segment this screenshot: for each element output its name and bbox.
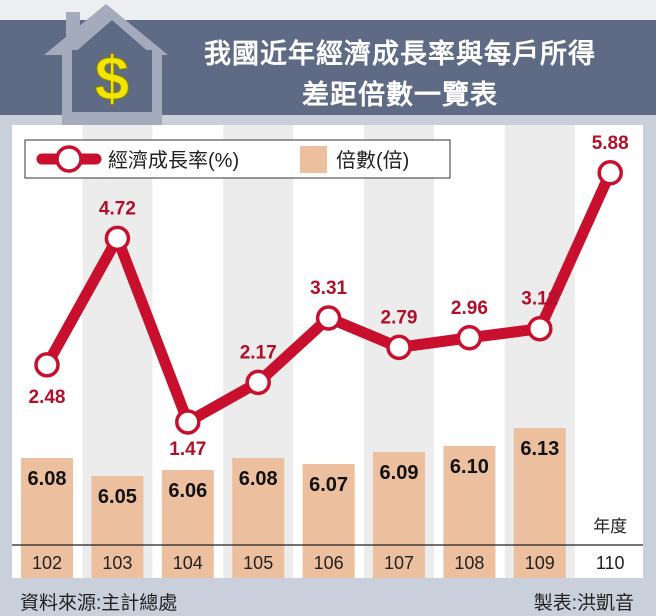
chart-title-line1: 我國近年經濟成長率與每戶所得: [204, 39, 596, 69]
growth-label: 4.72: [99, 198, 136, 219]
bar-label: 6.05: [98, 486, 137, 508]
bar-106: [302, 464, 355, 578]
growth-label: 2.17: [240, 342, 277, 363]
bar-109: [513, 428, 566, 578]
bar-label: 6.06: [168, 480, 207, 502]
growth-point-107: [386, 334, 412, 361]
x-tick-label: 103: [102, 553, 132, 573]
bar-107: [373, 452, 425, 578]
bar-104: [161, 470, 214, 578]
bar-102: [21, 458, 73, 578]
bar-103: [91, 476, 144, 578]
bar-label: 6.08: [28, 468, 67, 490]
chart-title-line2: 差距倍數一覽表: [302, 80, 498, 110]
legend-circle-marker: [55, 145, 83, 173]
bar-label: 6.13: [520, 438, 559, 460]
x-tick-label: 104: [173, 553, 203, 573]
growth-point-102: [34, 352, 60, 378]
legend-bar-swatch: [300, 146, 327, 173]
source-note: 資料來源:主計總處: [20, 593, 178, 614]
legend-label-growth: 經濟成長率(%): [108, 149, 239, 172]
growth-point-103: [104, 225, 131, 252]
growth-label: 2.96: [451, 298, 488, 319]
x-axis-title: 年度: [593, 517, 627, 536]
growth-point-104: [175, 409, 201, 435]
bar-label: 6.07: [309, 474, 348, 496]
growth-point-109: [527, 315, 553, 342]
svg-text:$: $: [95, 45, 129, 114]
bar-label: 6.08: [239, 468, 278, 490]
top-band: [0, 0, 656, 20]
house-dollar-icon: $: [44, 4, 168, 130]
growth-label: 2.48: [29, 387, 66, 408]
growth-point-110: [597, 160, 623, 186]
bar-108: [443, 446, 496, 578]
growth-label: 2.79: [381, 307, 418, 328]
growth-point-108: [456, 325, 483, 351]
x-tick-label: 109: [525, 553, 555, 573]
bar-label: 6.10: [450, 456, 489, 478]
growth-label: 1.47: [169, 439, 206, 460]
x-tick-label: 102: [32, 553, 62, 573]
growth-point-105: [245, 369, 271, 396]
x-tick-label: 106: [314, 553, 344, 573]
bar-label: 6.09: [380, 462, 419, 484]
growth-point-106: [315, 305, 342, 331]
growth-label: 3.31: [310, 278, 347, 299]
x-tick-label: 110: [596, 553, 625, 573]
legend-label-ratio: 倍數(倍): [336, 149, 409, 172]
bar-105: [232, 458, 285, 578]
growth-label: 5.88: [592, 133, 629, 154]
x-tick-label: 107: [384, 553, 414, 573]
x-tick-label: 108: [454, 553, 484, 573]
credit-note: 製表:洪凱音: [533, 593, 634, 614]
x-tick-label: 105: [243, 553, 273, 573]
growth-label: 3.12: [521, 289, 558, 310]
